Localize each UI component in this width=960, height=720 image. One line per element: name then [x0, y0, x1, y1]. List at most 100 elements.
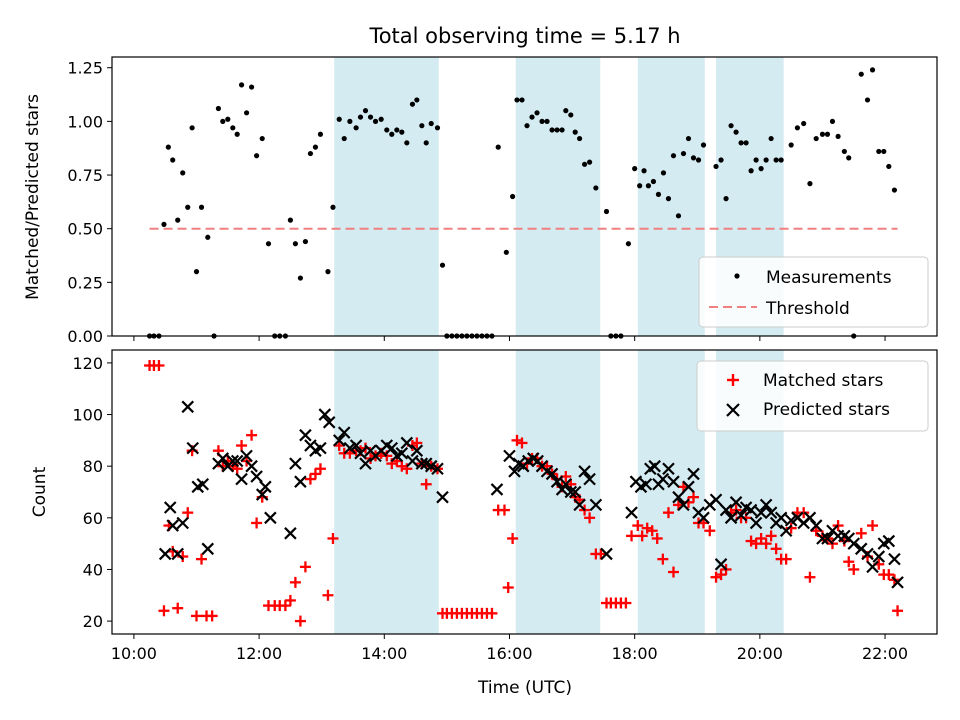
measurement-point: [869, 67, 876, 73]
measurement-point: [593, 185, 599, 191]
measurement-point: [788, 142, 794, 148]
measurement-point: [846, 155, 852, 161]
predicted-star-point: [545, 467, 559, 481]
predicted-star-point: [573, 498, 586, 512]
predicted-star-point: [600, 547, 613, 561]
measurement-point: [773, 157, 779, 163]
predicted-star-point: [662, 462, 675, 476]
measurement-point: [238, 82, 245, 88]
matched-star-point: [322, 589, 334, 601]
measurement-point: [185, 204, 191, 210]
predicted-star-point: [230, 454, 244, 468]
top-y-tick-label: 0.50: [67, 220, 103, 239]
matched-star-point: [755, 532, 767, 544]
predicted-star-point: [158, 547, 172, 561]
predicted-star-point: [882, 534, 896, 548]
top-y-tick-label: 1.25: [67, 59, 103, 78]
bottom-y-tick-label: 120: [72, 354, 103, 373]
predicted-star-point: [299, 428, 312, 442]
matched-star-point: [294, 615, 306, 627]
measurement-point: [695, 157, 702, 163]
predicted-star-point: [719, 503, 733, 517]
predicted-star-point: [749, 516, 763, 530]
measurement-point: [259, 135, 265, 142]
predicted-star-point: [667, 475, 680, 488]
measurement-point: [367, 114, 374, 120]
predicted-star-point: [196, 477, 210, 491]
measurement-point: [864, 97, 871, 103]
measurement-point: [665, 196, 672, 202]
measurement-point: [175, 217, 181, 223]
predicted-star-point: [759, 498, 773, 512]
matched-star-point: [158, 605, 170, 617]
measurement-point: [733, 129, 739, 135]
matched-star-point: [516, 437, 528, 449]
predicted-star-point: [709, 493, 723, 507]
predicted-star-point: [891, 576, 904, 589]
measurement-point: [778, 157, 784, 163]
measurement-point: [625, 241, 632, 247]
predicted-star-point: [625, 506, 638, 519]
measurement-point: [347, 118, 353, 124]
matched-star-point: [289, 576, 301, 588]
matched-star-point: [620, 597, 632, 609]
measurement-point: [434, 125, 441, 131]
measurement-point: [645, 183, 652, 189]
matched-star-point: [760, 538, 772, 550]
predicted-star-point: [431, 462, 444, 476]
measurement-point: [193, 269, 200, 275]
predicted-star-point: [436, 490, 449, 504]
predicted-star-point: [166, 519, 179, 532]
legend-marker-predicted: [726, 403, 740, 417]
matched-star-point: [715, 569, 727, 581]
measurement-point: [414, 97, 420, 103]
measurement-point: [357, 114, 364, 120]
measurement-point: [170, 157, 176, 163]
measurement-point: [801, 120, 807, 127]
predicted-star-point: [639, 477, 653, 491]
measurement-point: [384, 127, 390, 133]
matched-star-point: [502, 582, 514, 594]
predicted-star-point: [847, 537, 861, 550]
bottom-y-tick-label: 100: [72, 406, 103, 425]
measurement-point: [341, 135, 347, 142]
predicted-star-point: [250, 470, 263, 483]
predicted-star-point: [385, 441, 399, 455]
measurement-point: [234, 131, 240, 137]
measurement-point: [529, 114, 535, 120]
matched-star-point: [279, 600, 291, 612]
measurement-point: [549, 127, 555, 133]
measurement-point: [524, 123, 530, 129]
measurement-point: [215, 105, 222, 112]
legend-marker-measurements: [734, 273, 740, 279]
matched-star-point: [867, 520, 879, 532]
measurement-point: [439, 262, 446, 268]
measurement-point: [685, 135, 692, 142]
top-legend: Measurements Threshold: [698, 256, 929, 328]
chart-title: Total observing time = 5.17 h: [368, 24, 680, 48]
predicted-star-point: [589, 498, 603, 512]
predicted-star-point: [406, 454, 419, 468]
matched-star-point: [704, 525, 716, 537]
predicted-star-point: [774, 511, 788, 525]
measurement-point: [253, 153, 260, 159]
top-y-tick-label: 0.75: [67, 166, 103, 185]
predicted-star-point: [821, 532, 834, 545]
measurement-point: [265, 241, 272, 247]
measurement-point: [581, 161, 588, 167]
bottom-y-tick-label: 80: [83, 457, 103, 476]
matched-star-point: [486, 607, 498, 619]
predicted-star-point: [888, 552, 901, 566]
predicted-star-point: [337, 426, 351, 439]
predicted-star-point: [490, 483, 504, 496]
matched-star-point: [798, 507, 810, 519]
highlight-band-0: [334, 350, 439, 634]
x-tick-label: 20:00: [737, 644, 783, 663]
measurement-point: [768, 135, 774, 142]
predicted-star-point: [729, 496, 743, 509]
predicted-star-point: [395, 446, 409, 460]
predicted-star-point: [289, 457, 302, 470]
matched-star-point: [855, 527, 867, 539]
matched-star-point: [662, 507, 674, 519]
